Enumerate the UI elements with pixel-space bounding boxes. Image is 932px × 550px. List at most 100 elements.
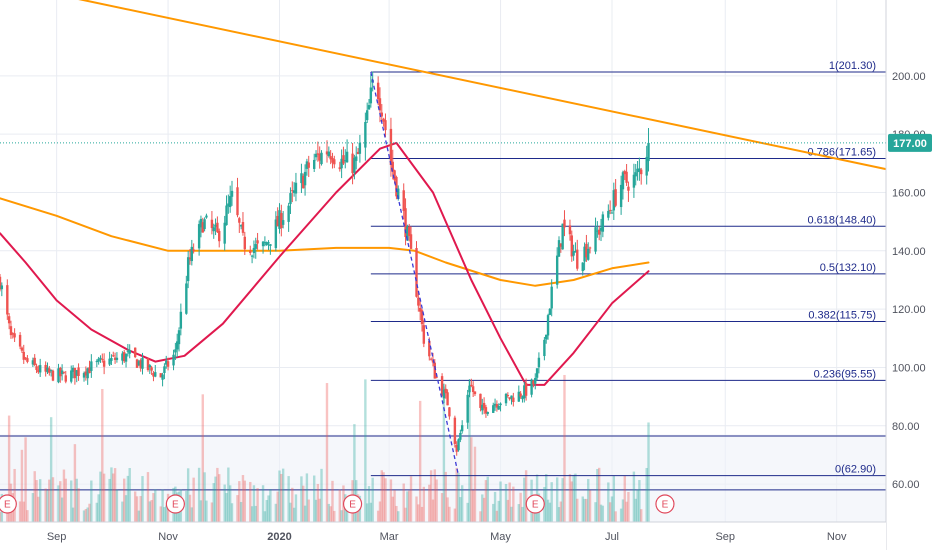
candle-body <box>517 391 521 402</box>
candle-body <box>473 391 477 395</box>
candle-body <box>607 210 610 218</box>
volume-bar <box>148 501 151 522</box>
volume-bar <box>210 502 214 522</box>
volume-bar <box>406 491 409 522</box>
candle-body <box>563 219 566 228</box>
volume-bar <box>13 468 16 522</box>
candle-body <box>345 151 349 163</box>
candle-body <box>152 373 155 377</box>
volume-bar <box>265 500 268 522</box>
volume-bar <box>280 473 283 522</box>
volume-bar <box>212 483 215 522</box>
candle-body <box>625 171 628 183</box>
volume-bar <box>574 473 577 522</box>
volume-bar <box>141 476 144 522</box>
candle-body <box>499 403 502 406</box>
volume-bar <box>519 492 522 522</box>
volume-bar <box>6 511 9 522</box>
volume-bar <box>638 480 641 522</box>
moving-averages <box>0 141 650 386</box>
candle-body <box>307 162 310 168</box>
candle-body <box>133 347 137 358</box>
candle-body <box>95 361 99 363</box>
volume-bar <box>608 502 612 522</box>
volume-bar <box>581 496 584 522</box>
candle-body <box>448 407 451 417</box>
volume-bar <box>353 424 356 522</box>
candle-body <box>351 153 354 174</box>
candle-body <box>530 379 533 395</box>
candle-body <box>585 243 588 258</box>
moving-average-50-line <box>0 141 650 386</box>
candle-body <box>572 251 575 256</box>
candle-body <box>227 203 230 207</box>
volume-bar <box>453 508 457 522</box>
volume-bar <box>230 503 234 522</box>
candle-body <box>141 357 144 369</box>
candle-body <box>570 235 573 257</box>
volume-bar <box>481 494 484 522</box>
volume-bar <box>102 473 106 522</box>
x-axis-tick-label: Nov <box>827 531 847 543</box>
volume-bar <box>382 472 385 522</box>
candle-body <box>534 377 537 384</box>
candle-body <box>364 122 367 148</box>
volume-bar <box>431 499 435 522</box>
candle-body <box>203 219 206 230</box>
volume-bar <box>294 494 298 522</box>
volume-bar <box>150 500 153 522</box>
volume-bar <box>137 510 141 522</box>
candle-body <box>510 395 513 399</box>
volume-bar <box>123 478 126 522</box>
candle-body <box>33 357 36 366</box>
candle-body <box>115 357 119 360</box>
candle-body <box>470 384 473 386</box>
volume-bar <box>128 468 131 522</box>
candle-body <box>623 171 626 175</box>
candle-body <box>506 395 510 397</box>
fib-level-label: 0(62.90) <box>835 464 876 476</box>
fibonacci-levels[interactable]: 1(201.30) 0.786(171.65) 0.618(148.40) 0.5(1… <box>370 60 886 477</box>
volume-bar <box>455 467 458 522</box>
candle-body <box>608 209 612 211</box>
candle-body <box>241 222 245 233</box>
volume-bar <box>73 444 77 522</box>
drawn-lines[interactable] <box>0 0 887 476</box>
candle-body <box>380 112 384 117</box>
volume-bar <box>364 379 367 522</box>
last-price-tag: 177.00 <box>888 133 932 152</box>
volume-bar <box>640 509 643 522</box>
candle-body <box>267 242 270 244</box>
candle-body <box>612 190 616 211</box>
volume-bar <box>338 489 341 522</box>
candle-body <box>521 396 524 400</box>
candle-body <box>493 403 497 406</box>
volume-bar <box>37 496 40 522</box>
volume-bar <box>243 480 246 522</box>
candle-body <box>64 375 67 382</box>
candle-body <box>417 297 420 306</box>
earnings-marker <box>342 494 363 514</box>
volume-bar <box>429 470 433 522</box>
candle-body <box>369 87 373 104</box>
volume-bar <box>159 506 162 522</box>
candle-body <box>263 241 267 243</box>
candle-body <box>77 367 80 377</box>
volume-bar <box>227 467 230 522</box>
volume-bar <box>623 475 626 522</box>
candle-body <box>599 227 603 231</box>
volume-bar <box>460 485 464 522</box>
candle-body <box>210 219 214 229</box>
volume-bar <box>627 491 630 522</box>
candle-body <box>486 411 489 414</box>
candle-body <box>197 224 201 249</box>
candle-body <box>495 404 499 408</box>
candle-body <box>303 171 307 186</box>
candle-body <box>378 98 382 111</box>
volume-bar <box>510 506 513 522</box>
volume-bar <box>634 498 637 522</box>
volume-bar <box>572 474 575 522</box>
